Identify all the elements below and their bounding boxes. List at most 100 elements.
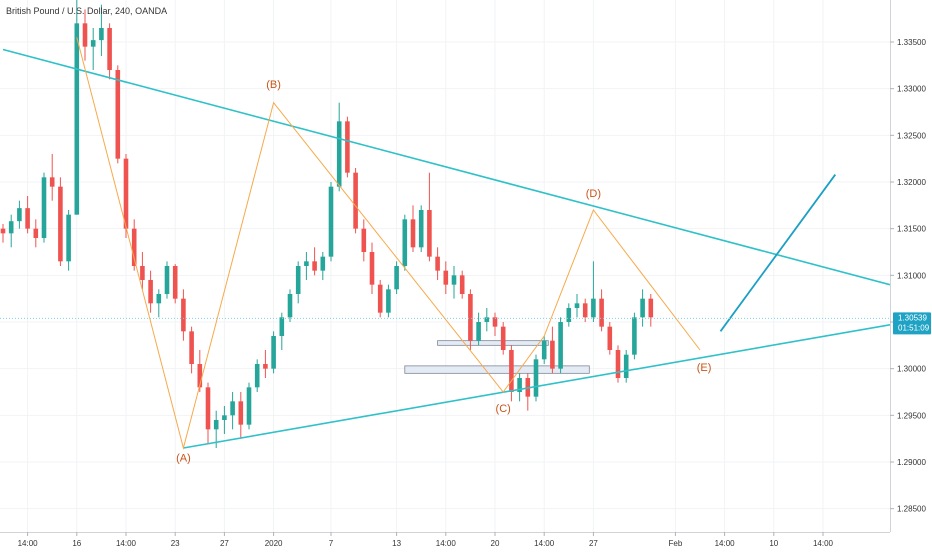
candle-body xyxy=(484,317,490,322)
x-tick-label: Feb xyxy=(669,539,683,548)
candle-body xyxy=(582,303,588,318)
candle-body xyxy=(131,228,137,266)
candle-body xyxy=(66,214,71,262)
time-axis[interactable]: 14:00 16 14:00 23 27 2020 7 13 14:00 20 14:00 27 Feb… xyxy=(18,532,834,548)
candle-body xyxy=(123,158,129,229)
x-tick-label: 27 xyxy=(220,539,229,548)
candle-body xyxy=(599,298,604,327)
candle-body xyxy=(541,340,547,360)
candle-body xyxy=(17,208,22,222)
candle-body xyxy=(58,186,63,262)
x-tick-label: 14:00 xyxy=(436,539,457,548)
candle-body xyxy=(607,326,613,350)
candle-body xyxy=(148,280,153,304)
wave-label: (E) xyxy=(697,362,712,374)
wave-label: (A) xyxy=(176,452,191,464)
candle-body xyxy=(254,364,260,388)
x-tick-label: 14:00 xyxy=(18,539,39,548)
support-zone xyxy=(404,365,590,374)
y-tick-label: 1.33500 xyxy=(897,38,926,47)
candle-body xyxy=(386,289,391,313)
candle-body xyxy=(115,70,121,159)
candle-body xyxy=(500,326,506,350)
candle-body xyxy=(287,294,293,318)
candle-body xyxy=(8,221,14,234)
candle-body xyxy=(263,364,268,369)
candle-body xyxy=(320,256,326,271)
x-tick-label: 10 xyxy=(769,539,778,548)
candle-body xyxy=(427,210,432,257)
wave-label: (B) xyxy=(266,79,281,91)
trendline xyxy=(2,48,891,286)
wave-label: (C) xyxy=(496,403,511,415)
wave-labels: (A) (B) (C) (D) (E) xyxy=(176,79,711,464)
current-price-tag: 1.30539 01:51:09 xyxy=(893,312,931,335)
wave-path xyxy=(76,37,701,450)
elliott-wave xyxy=(76,37,701,450)
candle-countdown-label: 01:51:09 xyxy=(898,323,930,332)
candle-body xyxy=(189,331,194,364)
y-tick-label: 1.31500 xyxy=(897,225,926,234)
candle-body xyxy=(591,298,596,318)
candle-body xyxy=(459,275,465,294)
support-zone xyxy=(437,340,549,346)
x-tick-label: 2020 xyxy=(265,539,283,548)
candle-body xyxy=(181,298,186,332)
candle-body xyxy=(33,228,39,238)
candle-body xyxy=(517,378,522,392)
y-tick-label: 1.29000 xyxy=(897,458,926,467)
candle-body xyxy=(345,121,350,173)
candle-body xyxy=(328,186,334,257)
candle-body xyxy=(566,308,572,322)
candle-body xyxy=(361,228,367,252)
candle-body xyxy=(435,256,440,271)
candle-body xyxy=(304,261,309,266)
candle-body xyxy=(648,298,654,318)
projection-line xyxy=(719,174,837,332)
candle-body xyxy=(509,350,514,392)
candle-body xyxy=(476,322,481,341)
current-price-label: 1.30539 xyxy=(898,313,927,322)
candle-body xyxy=(0,228,6,234)
candle-body xyxy=(25,208,30,229)
y-tick-label: 1.32000 xyxy=(897,178,926,187)
candle-body xyxy=(238,401,244,425)
price-tag-background xyxy=(893,312,931,335)
candle-body xyxy=(640,298,645,318)
candle-body xyxy=(156,294,162,304)
candle-body xyxy=(230,401,235,416)
x-tick-label: 27 xyxy=(589,539,598,548)
y-tick-label: 1.33000 xyxy=(897,85,926,94)
x-tick-label: 20 xyxy=(491,539,500,548)
x-tick-label: 16 xyxy=(72,539,81,548)
candle-body xyxy=(410,219,416,248)
candle-body xyxy=(140,266,145,280)
y-tick-label: 1.28500 xyxy=(897,505,926,514)
candle-body xyxy=(550,340,555,369)
candle-body xyxy=(468,294,473,341)
candle-body xyxy=(574,303,580,308)
candle-body xyxy=(197,364,203,388)
candle-body xyxy=(205,387,211,430)
candle-body xyxy=(164,266,170,294)
x-tick-label: 14:00 xyxy=(813,539,834,548)
y-tick-label: 1.31000 xyxy=(897,271,926,280)
y-tick-label: 1.29500 xyxy=(897,411,926,420)
x-tick-label: 7 xyxy=(329,539,334,548)
candle-body xyxy=(312,261,317,271)
candle-body xyxy=(623,354,629,378)
candle-body xyxy=(615,350,621,378)
candle-body xyxy=(90,40,96,47)
candle-body xyxy=(279,317,285,336)
trendlines xyxy=(2,48,891,449)
candle-body xyxy=(451,275,457,285)
x-tick-label: 23 xyxy=(171,539,180,548)
candle-body xyxy=(222,415,227,420)
candle-body xyxy=(418,210,424,248)
candle-body xyxy=(271,336,276,369)
candle-body xyxy=(377,284,383,313)
candle-body xyxy=(246,387,252,425)
candle-body xyxy=(394,266,399,290)
candle-body xyxy=(492,317,498,327)
